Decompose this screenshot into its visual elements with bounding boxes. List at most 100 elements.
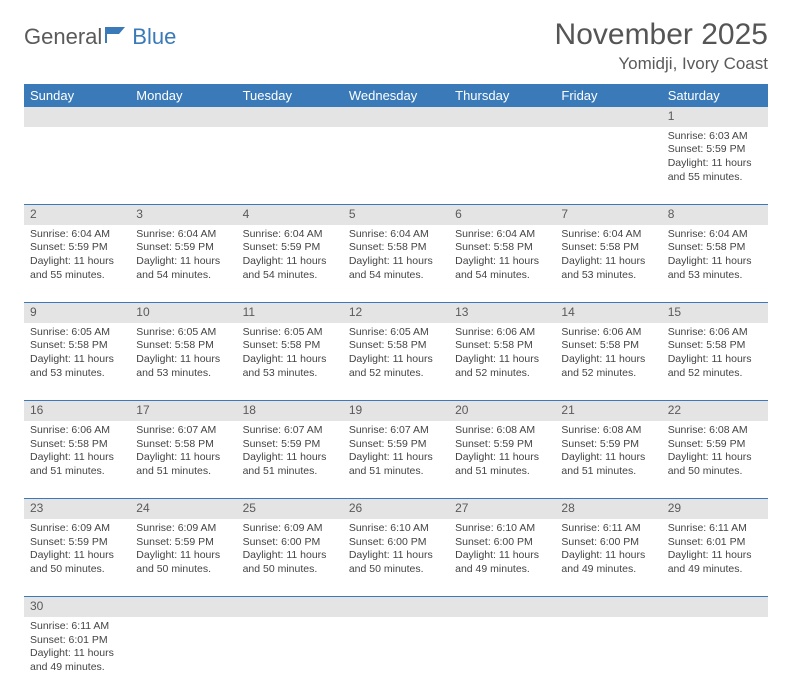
day-number-cell: 6 — [449, 205, 555, 225]
sunset-line: Sunset: 5:58 PM — [349, 339, 443, 353]
day-header: Wednesday — [343, 84, 449, 107]
day-cell: Sunrise: 6:08 AMSunset: 5:59 PMDaylight:… — [662, 421, 768, 499]
day-number-cell — [24, 107, 130, 127]
day-cell-body: Sunrise: 6:11 AMSunset: 6:01 PMDaylight:… — [24, 617, 130, 679]
sunrise-line: Sunrise: 6:05 AM — [136, 326, 230, 340]
day-header: Tuesday — [237, 84, 343, 107]
sunset-line: Sunset: 5:58 PM — [136, 339, 230, 353]
day-cell-body: Sunrise: 6:06 AMSunset: 5:58 PMDaylight:… — [449, 323, 555, 385]
daylight-line: Daylight: 11 hours and 54 minutes. — [349, 255, 443, 282]
day-cell: Sunrise: 6:09 AMSunset: 6:00 PMDaylight:… — [237, 519, 343, 597]
sunrise-line: Sunrise: 6:08 AM — [668, 424, 762, 438]
daylight-line: Daylight: 11 hours and 52 minutes. — [349, 353, 443, 380]
day-cell — [237, 127, 343, 205]
daylight-line: Daylight: 11 hours and 50 minutes. — [243, 549, 337, 576]
day-number-cell: 9 — [24, 303, 130, 323]
day-number-cell — [130, 107, 236, 127]
daylight-line: Daylight: 11 hours and 52 minutes. — [455, 353, 549, 380]
day-cell-body: Sunrise: 6:04 AMSunset: 5:58 PMDaylight:… — [555, 225, 661, 287]
day-header: Saturday — [662, 84, 768, 107]
day-cell: Sunrise: 6:06 AMSunset: 5:58 PMDaylight:… — [449, 323, 555, 401]
sunset-line: Sunset: 5:58 PM — [30, 438, 124, 452]
sunrise-line: Sunrise: 6:11 AM — [668, 522, 762, 536]
day-cell: Sunrise: 6:07 AMSunset: 5:59 PMDaylight:… — [343, 421, 449, 499]
day-cell: Sunrise: 6:08 AMSunset: 5:59 PMDaylight:… — [449, 421, 555, 499]
day-cell-body: Sunrise: 6:08 AMSunset: 5:59 PMDaylight:… — [449, 421, 555, 483]
day-number-cell — [343, 107, 449, 127]
week-row: Sunrise: 6:09 AMSunset: 5:59 PMDaylight:… — [24, 519, 768, 597]
flag-icon — [105, 24, 129, 50]
day-cell-body: Sunrise: 6:06 AMSunset: 5:58 PMDaylight:… — [662, 323, 768, 385]
day-number-cell: 28 — [555, 499, 661, 519]
sunset-line: Sunset: 6:01 PM — [668, 536, 762, 550]
day-cell: Sunrise: 6:09 AMSunset: 5:59 PMDaylight:… — [24, 519, 130, 597]
logo-text-blue: Blue — [132, 24, 176, 50]
day-header: Monday — [130, 84, 236, 107]
title-area: November 2025 Yomidji, Ivory Coast — [555, 18, 768, 74]
daynum-row: 9101112131415 — [24, 303, 768, 323]
sunrise-line: Sunrise: 6:04 AM — [668, 228, 762, 242]
sunset-line: Sunset: 5:59 PM — [561, 438, 655, 452]
day-cell: Sunrise: 6:05 AMSunset: 5:58 PMDaylight:… — [343, 323, 449, 401]
day-cell-body: Sunrise: 6:04 AMSunset: 5:59 PMDaylight:… — [130, 225, 236, 287]
sunset-line: Sunset: 5:59 PM — [243, 438, 337, 452]
day-cell: Sunrise: 6:07 AMSunset: 5:59 PMDaylight:… — [237, 421, 343, 499]
sunrise-line: Sunrise: 6:08 AM — [455, 424, 549, 438]
sunrise-line: Sunrise: 6:04 AM — [455, 228, 549, 242]
day-cell: Sunrise: 6:06 AMSunset: 5:58 PMDaylight:… — [662, 323, 768, 401]
day-cell: Sunrise: 6:03 AMSunset: 5:59 PMDaylight:… — [662, 127, 768, 205]
day-number-cell — [237, 597, 343, 617]
sunset-line: Sunset: 5:59 PM — [136, 536, 230, 550]
sunrise-line: Sunrise: 6:06 AM — [30, 424, 124, 438]
day-cell — [237, 617, 343, 695]
sunset-line: Sunset: 6:00 PM — [455, 536, 549, 550]
daynum-row: 30 — [24, 597, 768, 617]
day-cell-body: Sunrise: 6:08 AMSunset: 5:59 PMDaylight:… — [662, 421, 768, 483]
day-cell-body: Sunrise: 6:05 AMSunset: 5:58 PMDaylight:… — [237, 323, 343, 385]
day-number-cell: 21 — [555, 401, 661, 421]
sunset-line: Sunset: 5:59 PM — [243, 241, 337, 255]
logo: General Blue — [24, 18, 176, 50]
day-cell: Sunrise: 6:05 AMSunset: 5:58 PMDaylight:… — [130, 323, 236, 401]
day-cell-body: Sunrise: 6:09 AMSunset: 6:00 PMDaylight:… — [237, 519, 343, 581]
day-number-cell — [449, 107, 555, 127]
day-cell: Sunrise: 6:04 AMSunset: 5:58 PMDaylight:… — [449, 225, 555, 303]
day-number-cell — [237, 107, 343, 127]
day-cell: Sunrise: 6:07 AMSunset: 5:58 PMDaylight:… — [130, 421, 236, 499]
day-cell: Sunrise: 6:04 AMSunset: 5:58 PMDaylight:… — [555, 225, 661, 303]
sunrise-line: Sunrise: 6:10 AM — [455, 522, 549, 536]
day-number-cell: 13 — [449, 303, 555, 323]
day-cell-body: Sunrise: 6:11 AMSunset: 6:00 PMDaylight:… — [555, 519, 661, 581]
daylight-line: Daylight: 11 hours and 55 minutes. — [668, 157, 762, 184]
day-number-cell: 15 — [662, 303, 768, 323]
sunset-line: Sunset: 5:59 PM — [136, 241, 230, 255]
sunset-line: Sunset: 6:00 PM — [349, 536, 443, 550]
sunset-line: Sunset: 5:58 PM — [668, 339, 762, 353]
day-cell: Sunrise: 6:11 AMSunset: 6:00 PMDaylight:… — [555, 519, 661, 597]
day-cell: Sunrise: 6:04 AMSunset: 5:59 PMDaylight:… — [237, 225, 343, 303]
daylight-line: Daylight: 11 hours and 50 minutes. — [136, 549, 230, 576]
day-cell-body: Sunrise: 6:07 AMSunset: 5:58 PMDaylight:… — [130, 421, 236, 483]
day-cell: Sunrise: 6:05 AMSunset: 5:58 PMDaylight:… — [237, 323, 343, 401]
sunset-line: Sunset: 5:58 PM — [455, 339, 549, 353]
sunrise-line: Sunrise: 6:04 AM — [136, 228, 230, 242]
sunset-line: Sunset: 6:01 PM — [30, 634, 124, 648]
day-cell: Sunrise: 6:04 AMSunset: 5:58 PMDaylight:… — [662, 225, 768, 303]
day-cell-body: Sunrise: 6:05 AMSunset: 5:58 PMDaylight:… — [343, 323, 449, 385]
day-cell: Sunrise: 6:06 AMSunset: 5:58 PMDaylight:… — [555, 323, 661, 401]
sunrise-line: Sunrise: 6:09 AM — [243, 522, 337, 536]
daylight-line: Daylight: 11 hours and 54 minutes. — [455, 255, 549, 282]
sunrise-line: Sunrise: 6:06 AM — [561, 326, 655, 340]
month-title: November 2025 — [555, 18, 768, 52]
day-cell — [449, 617, 555, 695]
daylight-line: Daylight: 11 hours and 54 minutes. — [136, 255, 230, 282]
sunset-line: Sunset: 5:58 PM — [136, 438, 230, 452]
sunset-line: Sunset: 5:58 PM — [561, 339, 655, 353]
day-cell: Sunrise: 6:10 AMSunset: 6:00 PMDaylight:… — [343, 519, 449, 597]
day-cell: Sunrise: 6:04 AMSunset: 5:59 PMDaylight:… — [24, 225, 130, 303]
day-number-cell: 8 — [662, 205, 768, 225]
sunset-line: Sunset: 5:59 PM — [455, 438, 549, 452]
daylight-line: Daylight: 11 hours and 50 minutes. — [349, 549, 443, 576]
day-number-cell: 17 — [130, 401, 236, 421]
sunrise-line: Sunrise: 6:04 AM — [30, 228, 124, 242]
